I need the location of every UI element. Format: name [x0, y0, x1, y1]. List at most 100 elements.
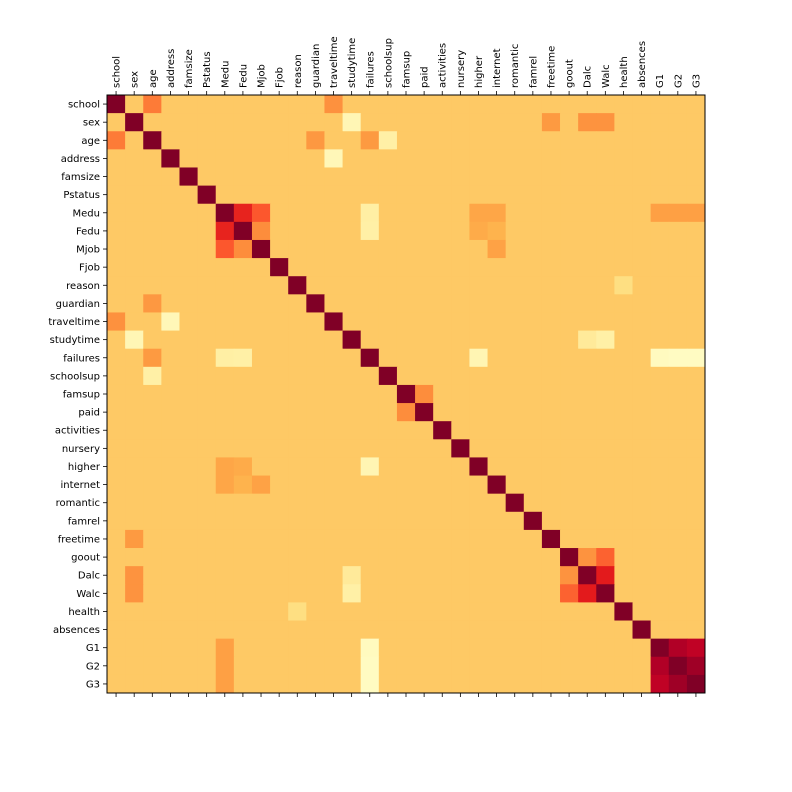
heatmap-cell	[541, 384, 561, 404]
heatmap-cell	[107, 330, 126, 350]
heatmap-cell	[668, 548, 688, 567]
heatmap-cell	[179, 638, 199, 658]
heatmap-cell	[107, 239, 126, 259]
heatmap-cell	[523, 258, 543, 277]
heatmap-cell	[360, 457, 380, 477]
x-tick-label: school	[112, 56, 123, 88]
heatmap-cell	[560, 294, 579, 313]
heatmap-cell	[251, 493, 271, 513]
heatmap-cell	[596, 221, 615, 241]
heatmap-cell	[161, 475, 180, 495]
heatmap-cell	[107, 493, 126, 513]
heatmap-cell	[288, 584, 307, 603]
heatmap-cell	[179, 239, 199, 259]
heatmap-cell	[505, 384, 525, 404]
heatmap-cell	[161, 638, 180, 658]
heatmap-cell	[560, 457, 579, 477]
heatmap-cell	[578, 475, 597, 495]
heatmap-cell	[270, 276, 289, 295]
heatmap-cell	[415, 348, 434, 368]
heatmap-cell	[270, 421, 289, 440]
heatmap-cell	[469, 366, 489, 386]
heatmap-cell	[650, 167, 670, 187]
heatmap-cell	[523, 348, 543, 368]
heatmap-cell	[107, 312, 126, 332]
heatmap-cell	[342, 239, 362, 259]
heatmap-cell	[306, 566, 325, 585]
heatmap-cell	[614, 421, 634, 440]
heatmap-cell	[378, 493, 398, 513]
heatmap-cell	[487, 294, 507, 313]
heatmap-cell	[179, 475, 199, 495]
heatmap-cell	[125, 149, 144, 168]
heatmap-cell	[668, 95, 688, 114]
heatmap-cell	[578, 656, 597, 676]
heatmap-cell	[596, 113, 615, 132]
heatmap-cell	[378, 457, 398, 477]
heatmap-cell	[415, 548, 434, 567]
heatmap-cell	[324, 566, 344, 585]
heatmap-cell	[378, 566, 398, 585]
heatmap-cell	[233, 439, 253, 458]
heatmap-cell	[668, 221, 688, 241]
y-tick-label: school	[68, 100, 100, 111]
heatmap-cell	[469, 511, 489, 531]
heatmap-cell	[668, 185, 688, 205]
heatmap-cell	[469, 95, 489, 114]
heatmap-cell	[215, 511, 235, 531]
heatmap-cell	[125, 620, 144, 640]
heatmap-cell	[632, 493, 652, 513]
x-tick-label: absences	[637, 41, 648, 88]
heatmap-cell	[469, 548, 489, 567]
heatmap-cells	[107, 95, 706, 694]
heatmap-cell	[360, 638, 380, 658]
heatmap-cell	[288, 239, 307, 259]
heatmap-cell	[360, 239, 380, 259]
heatmap-cell	[251, 113, 271, 132]
heatmap-cell	[215, 276, 235, 295]
heatmap-cell	[197, 529, 217, 549]
heatmap-cell	[360, 566, 380, 585]
heatmap-cell	[451, 294, 470, 313]
heatmap-cell	[541, 167, 561, 187]
heatmap-cell	[632, 330, 652, 350]
heatmap-cell	[487, 566, 507, 585]
heatmap-cell	[578, 221, 597, 241]
heatmap-cell	[288, 548, 307, 567]
heatmap-cell	[251, 149, 271, 168]
heatmap-cell	[125, 348, 144, 368]
heatmap-cell	[451, 348, 470, 368]
heatmap-cell	[143, 131, 162, 150]
heatmap-cell	[179, 439, 199, 458]
heatmap-cell	[233, 95, 253, 114]
heatmap-cell	[360, 584, 380, 603]
heatmap-cell	[197, 656, 217, 676]
heatmap-cell	[342, 439, 362, 458]
heatmap-cell	[378, 529, 398, 549]
heatmap-cell	[505, 548, 525, 567]
heatmap-cell	[560, 221, 579, 241]
y-tick-label: G1	[86, 643, 100, 654]
heatmap-cell	[360, 203, 380, 223]
heatmap-cell	[469, 638, 489, 658]
heatmap-cell	[288, 113, 307, 132]
heatmap-cell	[161, 493, 180, 513]
heatmap-cell	[197, 384, 217, 404]
heatmap-cell	[614, 548, 634, 567]
heatmap-cell	[433, 511, 452, 531]
heatmap-cell	[596, 403, 615, 422]
heatmap-cell	[523, 95, 543, 114]
heatmap-cell	[686, 312, 706, 332]
heatmap-cell	[251, 276, 271, 295]
heatmap-cell	[360, 149, 380, 168]
heatmap-cell	[614, 330, 634, 350]
heatmap-cell	[433, 167, 452, 187]
heatmap-cell	[614, 95, 634, 114]
heatmap-cell	[415, 95, 434, 114]
heatmap-cell	[161, 221, 180, 241]
heatmap-cell	[451, 312, 470, 332]
heatmap-cell	[306, 421, 325, 440]
heatmap-cell	[632, 384, 652, 404]
heatmap-cell	[143, 239, 162, 259]
heatmap-cell	[451, 185, 470, 205]
